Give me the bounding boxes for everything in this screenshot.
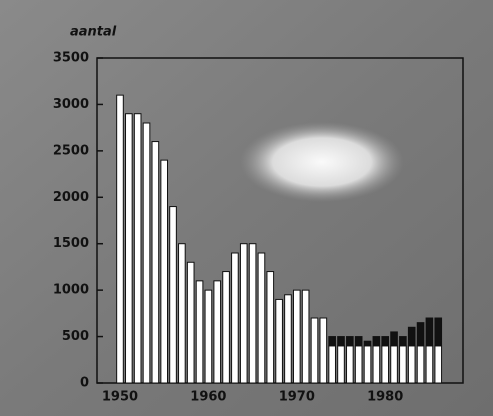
bar-segment bbox=[391, 332, 398, 346]
bar-segment bbox=[426, 346, 433, 383]
bar-segment bbox=[426, 318, 433, 346]
bar-segment bbox=[187, 262, 194, 383]
bar-segment bbox=[293, 290, 300, 383]
bar-segment bbox=[373, 337, 380, 346]
bar-segment bbox=[364, 346, 371, 383]
bar-segment bbox=[373, 346, 380, 383]
bar-segment bbox=[143, 123, 150, 383]
bar-segment bbox=[329, 337, 336, 346]
bar-segment bbox=[126, 114, 133, 383]
bar-segment bbox=[382, 346, 389, 383]
bar-segment bbox=[417, 323, 424, 346]
bar-segment bbox=[355, 346, 362, 383]
bar-segment bbox=[391, 346, 398, 383]
bar-segment bbox=[435, 318, 442, 346]
bar-segment bbox=[364, 341, 371, 346]
bar-segment bbox=[179, 244, 186, 383]
bar-segment bbox=[320, 318, 327, 383]
bar-segment bbox=[267, 272, 274, 383]
bar-segment bbox=[382, 337, 389, 346]
bar-segment bbox=[258, 253, 265, 383]
bar-segment bbox=[205, 290, 212, 383]
bar-segment bbox=[417, 346, 424, 383]
bar-segment bbox=[311, 318, 318, 383]
y-tick-label: 2000 bbox=[53, 190, 89, 205]
bar-segment bbox=[400, 337, 407, 346]
x-tick-label: 1970 bbox=[279, 390, 315, 405]
y-tick-label: 1500 bbox=[53, 236, 89, 251]
bar-segment bbox=[170, 207, 177, 383]
bar-segment bbox=[223, 272, 230, 383]
bar-segment bbox=[117, 95, 124, 383]
y-tick-label: 3500 bbox=[53, 51, 89, 66]
y-tick-label: 2500 bbox=[53, 143, 89, 158]
x-tick-label: 1960 bbox=[190, 390, 226, 405]
bar-segment bbox=[302, 290, 309, 383]
bar-segment bbox=[435, 346, 442, 383]
bar-segment bbox=[232, 253, 239, 383]
bar-segment bbox=[134, 114, 141, 383]
bar-segment bbox=[240, 244, 247, 383]
y-tick-label: 1000 bbox=[53, 283, 89, 298]
bar-segment bbox=[276, 299, 283, 383]
bar-segment bbox=[338, 337, 345, 346]
x-tick-label: 1950 bbox=[102, 390, 138, 405]
y-tick-label: 0 bbox=[80, 376, 89, 391]
y-axis-label: aantal bbox=[70, 25, 117, 40]
bar-segment bbox=[338, 346, 345, 383]
bar-segment bbox=[347, 346, 354, 383]
bar-segment bbox=[214, 281, 221, 383]
bar-segment bbox=[408, 346, 415, 383]
bar-segment bbox=[329, 346, 336, 383]
bar-segment bbox=[152, 142, 159, 383]
bar-segment bbox=[408, 327, 415, 346]
bar-segment bbox=[400, 346, 407, 383]
chart: aantal 0 500 1000 1500 2000 2500 3000 3500 1950 1… bbox=[0, 0, 493, 416]
bar-segment bbox=[161, 160, 168, 383]
bar-segment bbox=[285, 295, 292, 383]
y-tick-label: 500 bbox=[62, 329, 89, 344]
bar-segment bbox=[347, 337, 354, 346]
bar-segment bbox=[355, 337, 362, 346]
x-tick-label: 1980 bbox=[367, 390, 403, 405]
cloud bbox=[240, 122, 404, 202]
bar-segment bbox=[249, 244, 256, 383]
bar-segment bbox=[196, 281, 203, 383]
y-tick-label: 3000 bbox=[53, 97, 89, 112]
